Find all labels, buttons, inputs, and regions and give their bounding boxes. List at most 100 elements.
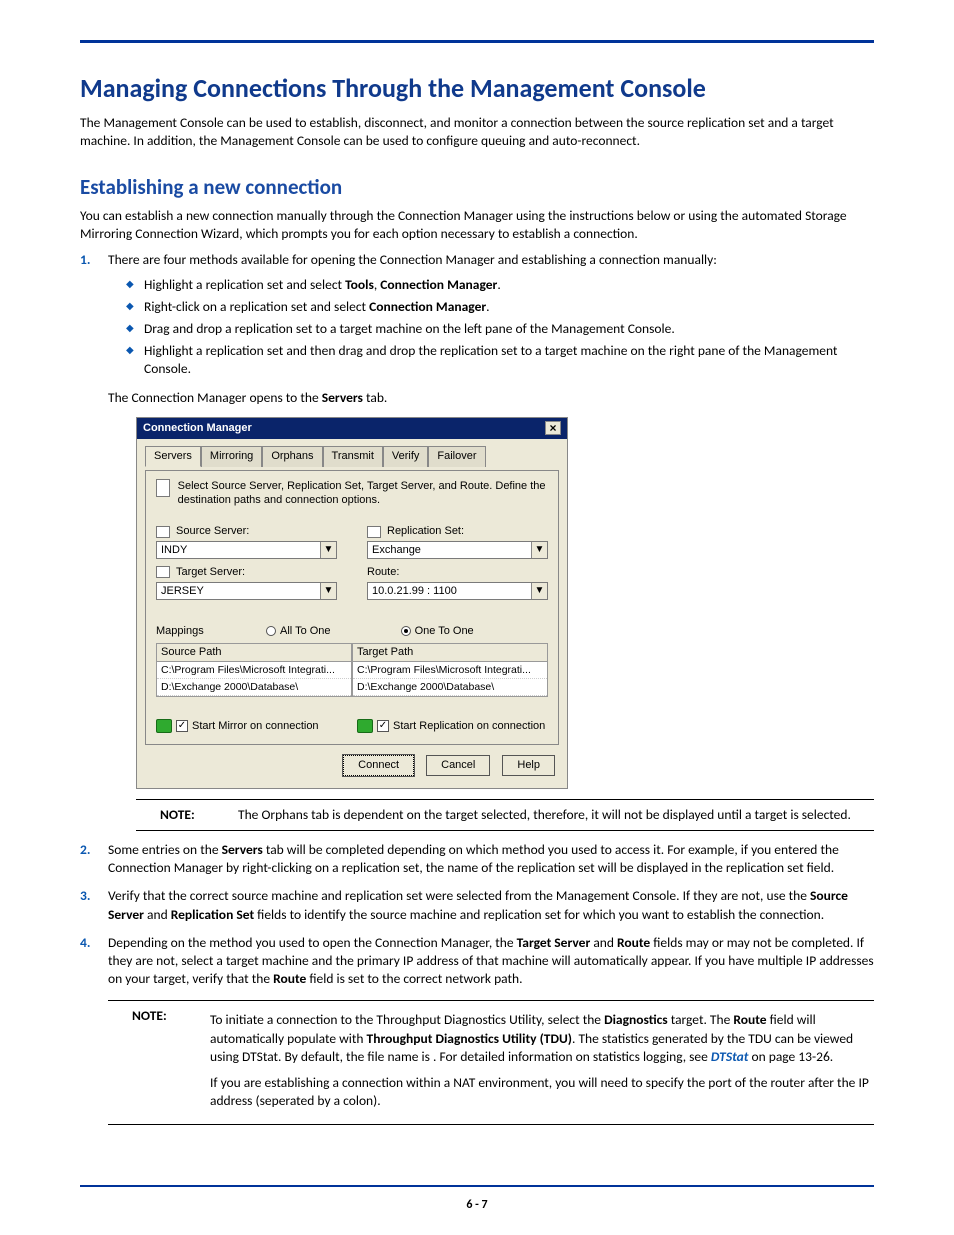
step-2: 2. Some entries on the Servers tab will …	[80, 841, 874, 877]
text: Verify that the correct source machine a…	[108, 887, 810, 904]
note-orphans: NOTE: The Orphans tab is dependent on th…	[136, 799, 874, 831]
label-replication-set: Replication Set:	[387, 524, 464, 539]
server-icon	[156, 566, 170, 578]
bold-text: Connection Manager	[369, 298, 486, 315]
cancel-button[interactable]: Cancel	[426, 755, 490, 776]
text: tab.	[363, 389, 387, 406]
chevron-down-icon[interactable]: ▼	[531, 583, 547, 599]
target-path-row[interactable]: D:\Exchange 2000\Database\	[353, 679, 547, 696]
connect-button[interactable]: Connect	[343, 755, 414, 776]
target-server-value: JERSEY	[157, 583, 320, 599]
text: The Connection Manager opens to the	[108, 389, 322, 406]
bullet-text: Drag and drop a replication set to a tar…	[144, 320, 675, 337]
text: target. The	[668, 1011, 734, 1028]
mirror-icon	[156, 719, 172, 733]
bullet: Highlight a replication set and then dra…	[126, 342, 874, 378]
text: and	[590, 934, 617, 951]
bold-text: Replication Set	[171, 906, 254, 923]
text: on page 13-26.	[748, 1048, 833, 1065]
bullet-text: Highlight a replication set and then dra…	[144, 342, 837, 377]
bold-text: Servers	[322, 389, 363, 406]
tab-orphans[interactable]: Orphans	[262, 446, 322, 467]
text: To initiate a connection to the Throughp…	[210, 1011, 604, 1028]
target-server-combo[interactable]: JERSEY ▼	[156, 582, 337, 600]
tab-failover[interactable]: Failover	[428, 446, 485, 467]
replication-set-value: Exchange	[368, 542, 531, 558]
radio-all-to-one[interactable]: All To One	[266, 624, 331, 639]
bullet: Highlight a replication set and select T…	[126, 276, 874, 294]
help-button[interactable]: Help	[502, 755, 555, 776]
chevron-down-icon[interactable]: ▼	[320, 542, 336, 558]
bullet-text: .	[497, 276, 500, 293]
text: and	[144, 906, 171, 923]
radio-label: All To One	[280, 624, 331, 639]
source-server-combo[interactable]: INDY ▼	[156, 541, 337, 559]
dialog-tabs: Servers Mirroring Orphans Transmit Verif…	[145, 445, 559, 466]
bold-text: Tools	[345, 276, 374, 293]
col-target-path: Target Path	[353, 644, 547, 662]
start-mirror-check[interactable]: ✓ Start Mirror on connection	[156, 719, 347, 734]
tab-verify[interactable]: Verify	[383, 446, 429, 467]
check-label: Start Replication on connection	[393, 719, 545, 734]
step-aftertext: The Connection Manager opens to the Serv…	[108, 389, 874, 407]
source-path-row[interactable]: C:\Program Files\Microsoft Integrati...	[157, 662, 351, 679]
target-path-row[interactable]: C:\Program Files\Microsoft Integrati...	[353, 662, 547, 679]
link-dtstat[interactable]: DTStat	[711, 1048, 749, 1065]
connection-manager-dialog: Connection Manager × Servers Mirroring O…	[136, 417, 568, 789]
bold-text: Connection Manager	[380, 276, 497, 293]
text: field is set to the correct network path…	[306, 970, 522, 987]
note-label: NOTE:	[136, 806, 220, 824]
bold-text: Diagnostics	[604, 1011, 668, 1028]
servers-tab-icon	[156, 479, 170, 497]
chevron-down-icon[interactable]: ▼	[531, 542, 547, 558]
dialog-title: Connection Manager	[143, 421, 252, 436]
chevron-down-icon[interactable]: ▼	[320, 583, 336, 599]
step-4: 4. Depending on the method you used to o…	[80, 934, 874, 1126]
note-tdu: NOTE: To initiate a connection to the Th…	[108, 1000, 874, 1125]
dialog-instruction: Select Source Server, Replication Set, T…	[178, 479, 548, 509]
replication-set-combo[interactable]: Exchange ▼	[367, 541, 548, 559]
tab-transmit[interactable]: Transmit	[323, 446, 383, 467]
note-label: NOTE:	[108, 1007, 192, 1118]
start-replication-check[interactable]: ✓ Start Replication on connection	[357, 719, 548, 734]
label-target-server: Target Server:	[176, 565, 245, 580]
bold-text: Throughput Diagnostics Utility (TDU)	[367, 1030, 572, 1047]
bold-text: Route	[273, 970, 306, 987]
bold-text: Route	[617, 934, 650, 951]
step-text: There are four methods available for ope…	[108, 251, 717, 268]
text: Depending on the method you used to open…	[108, 934, 517, 951]
label-route: Route:	[367, 565, 399, 580]
tab-servers[interactable]: Servers	[145, 446, 201, 467]
step-number: 2.	[80, 841, 90, 859]
note-paragraph-2: If you are establishing a connection wit…	[210, 1074, 874, 1110]
radio-one-to-one[interactable]: One To One	[401, 624, 474, 639]
section-intro: You can establish a new connection manua…	[80, 207, 874, 243]
step-1: 1. There are four methods available for …	[80, 251, 874, 831]
page-title: Managing Connections Through the Managem…	[80, 71, 874, 106]
bullet: Right-click on a replication set and sel…	[126, 298, 874, 316]
check-label: Start Mirror on connection	[192, 719, 319, 734]
tab-mirroring[interactable]: Mirroring	[201, 446, 262, 467]
page-number: 6 - 7	[0, 1197, 954, 1213]
source-server-value: INDY	[157, 542, 320, 558]
col-source-path: Source Path	[157, 644, 351, 662]
route-combo[interactable]: 10.0.21.99 : 1100 ▼	[367, 582, 548, 600]
source-path-row[interactable]: D:\Exchange 2000\Database\	[157, 679, 351, 696]
checkbox-icon[interactable]: ✓	[176, 720, 188, 732]
step-number: 4.	[80, 934, 90, 952]
close-icon[interactable]: ×	[545, 421, 561, 435]
bullet-text: Highlight a replication set and select	[144, 276, 345, 293]
replication-icon	[357, 719, 373, 733]
note-body: The Orphans tab is dependent on the targ…	[238, 806, 874, 824]
bold-text: Servers	[222, 841, 263, 858]
checkbox-icon[interactable]: ✓	[377, 720, 389, 732]
label-source-server: Source Server:	[176, 524, 249, 539]
intro-paragraph: The Management Console can be used to es…	[80, 114, 874, 150]
step-number: 1.	[80, 251, 90, 269]
server-icon	[156, 526, 170, 538]
top-rule	[80, 40, 874, 43]
note-paragraph-1: To initiate a connection to the Throughp…	[210, 1011, 874, 1066]
label-mappings: Mappings	[156, 624, 266, 639]
bullet-text: .	[486, 298, 489, 315]
step-3: 3. Verify that the correct source machin…	[80, 887, 874, 923]
